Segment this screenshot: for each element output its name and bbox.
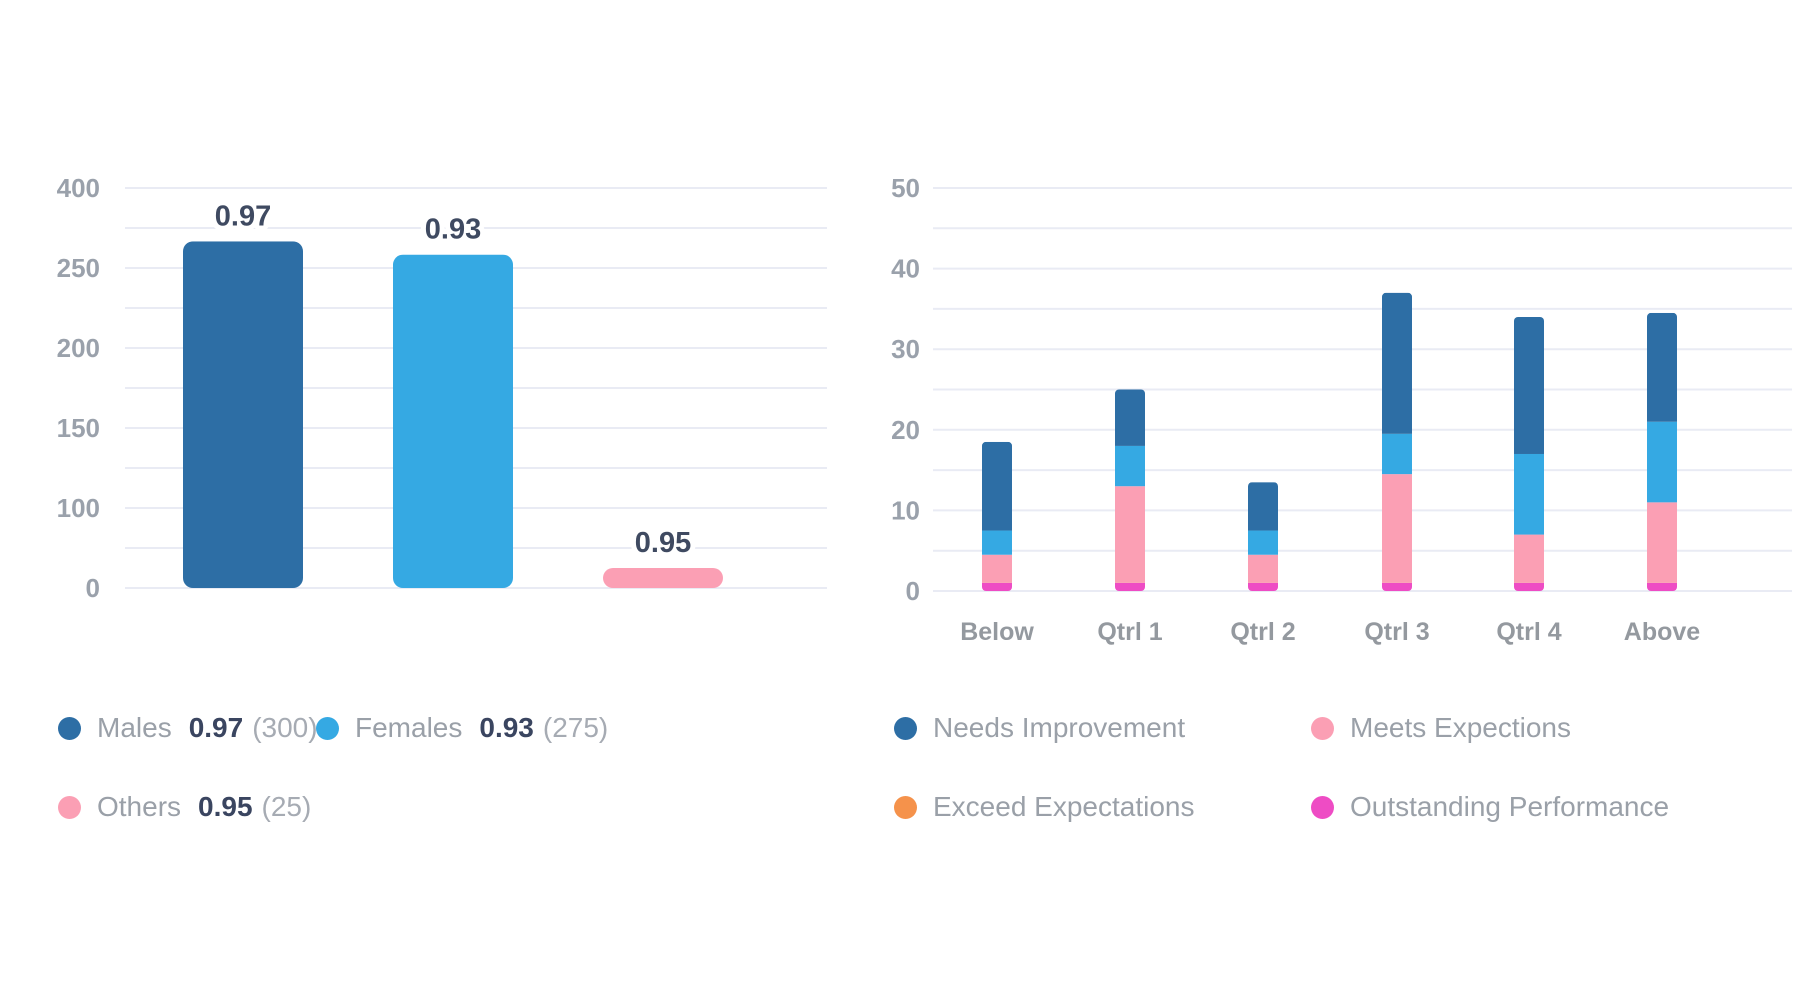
stacked-bar-qtrl-2[interactable] [1248,482,1278,591]
legend-dot-icon [1311,795,1334,819]
segment-exceed-expectations[interactable] [982,530,1012,555]
gender-rating-chart: 0 100 150 200 250 400 0.97 0.93 0.95 [57,173,827,603]
legend-value: 0.97 [188,712,244,743]
segment-exceed-expectations[interactable] [1647,421,1677,503]
legend-label: Meets Expections [1350,712,1571,743]
stacked-bar-qtrl-1[interactable] [1115,389,1145,592]
segment-meets-expections[interactable] [1382,474,1412,583]
gender-chart-legend: Males 0.97 (300) Females 0.93 (275) Others 0.95… [58,706,778,829]
segment-exceed-expectations[interactable] [1382,433,1412,475]
segment-needs-improvement[interactable] [1248,482,1278,531]
stacked-bar-below[interactable] [982,441,1012,591]
legend-value: 0.95 [198,791,253,822]
legend-dot-icon [316,716,339,740]
segment-outstanding-performance[interactable] [1248,582,1278,591]
y-axis-tick-label: 100 [57,493,100,523]
legend-dot-icon [894,716,917,740]
y-axis-tick-label: 20 [891,415,920,445]
y-axis-tick-label: 150 [57,413,100,443]
legend-item-needs-improvement[interactable]: Needs Improvement [894,706,1311,750]
legend-item-meets-expections[interactable]: Meets Expections [1311,706,1794,750]
y-axis-tick-label: 40 [891,254,920,284]
legend-count: (275) [542,712,609,743]
y-axis-tick-label: 250 [57,253,100,283]
legend-value: 0.93 [479,712,534,743]
bar-value-label: 0.97 [215,200,271,232]
segment-needs-improvement[interactable] [1514,316,1544,454]
y-axis-tick-label: 50 [891,173,920,203]
legend-dot-icon [894,795,917,819]
segment-exceed-expectations[interactable] [1115,445,1145,487]
legend-item-males[interactable]: Males 0.97 (300) [58,706,318,750]
x-axis-category-label: Qtrl 2 [1230,618,1295,646]
segment-meets-expections[interactable] [1248,554,1278,583]
segment-meets-expections[interactable] [1115,486,1145,583]
y-axis-tick-label: 400 [57,173,100,203]
x-axis-category-label: Qtrl 3 [1364,618,1429,646]
legend-item-others[interactable]: Others 0.95 (25) [58,785,316,829]
y-axis-tick-label: 0 [906,576,920,606]
legend-dot-icon [1311,716,1334,740]
segment-exceed-expectations[interactable] [1248,530,1278,555]
x-axis-category-label: Above [1624,618,1701,646]
bar-males[interactable] [183,241,303,588]
segment-meets-expections[interactable] [982,554,1012,583]
segment-outstanding-performance[interactable] [1382,582,1412,591]
legend-item-females[interactable]: Females 0.93 (275) [316,706,778,750]
segment-meets-expections[interactable] [1514,534,1544,583]
legend-item-outstanding-performance[interactable]: Outstanding Performance [1311,785,1794,829]
segment-meets-expections[interactable] [1647,502,1677,583]
legend-dot-icon [58,795,81,819]
stacked-bar-above[interactable] [1647,312,1677,591]
x-axis-category-label: Qtrl 4 [1496,618,1561,646]
legend-label: Females [355,712,463,743]
bar-females[interactable] [393,254,513,588]
legend-count: (25) [261,791,312,822]
legend-label: Others [97,791,182,822]
y-axis-tick-label: 30 [891,334,920,364]
segment-needs-improvement[interactable] [982,441,1012,531]
segment-needs-improvement[interactable] [1382,292,1412,434]
y-axis-tick-label: 200 [57,333,100,363]
legend-label: Outstanding Performance [1350,791,1670,822]
legend-label: Needs Improvement [933,712,1186,743]
stacked-bar-qtrl-4[interactable] [1514,316,1544,591]
segment-outstanding-performance[interactable] [982,582,1012,591]
legend-count: (300) [252,712,318,743]
segment-outstanding-performance[interactable] [1115,582,1145,591]
segment-needs-improvement[interactable] [1647,312,1677,422]
performance-distribution-chart: 0 10 20 30 40 50 Below Qtrl 1 Qtrl 2 Qtrl 3 Qtrl 4… [891,173,1792,646]
x-axis-category-label: Below [960,618,1034,646]
legend-dot-icon [58,716,81,740]
y-axis-tick-label: 0 [86,573,100,603]
bar-value-label: 0.93 [425,214,481,246]
segment-outstanding-performance[interactable] [1514,582,1544,591]
x-axis-category-label: Qtrl 1 [1097,618,1162,646]
performance-chart-legend: Needs Improvement Meets Expections Exceed … [894,706,1794,829]
segment-exceed-expectations[interactable] [1514,453,1544,535]
segment-outstanding-performance[interactable] [1647,582,1677,591]
legend-item-exceed-expectations[interactable]: Exceed Expectations [894,785,1311,829]
segment-needs-improvement[interactable] [1115,389,1145,446]
y-axis-tick-label: 10 [891,495,920,525]
legend-label: Males [97,712,172,743]
stacked-bar-qtrl-3[interactable] [1382,292,1412,591]
bar-value-label: 0.95 [635,527,691,559]
legend-label: Exceed Expectations [933,791,1195,822]
bar-others[interactable] [603,568,723,588]
